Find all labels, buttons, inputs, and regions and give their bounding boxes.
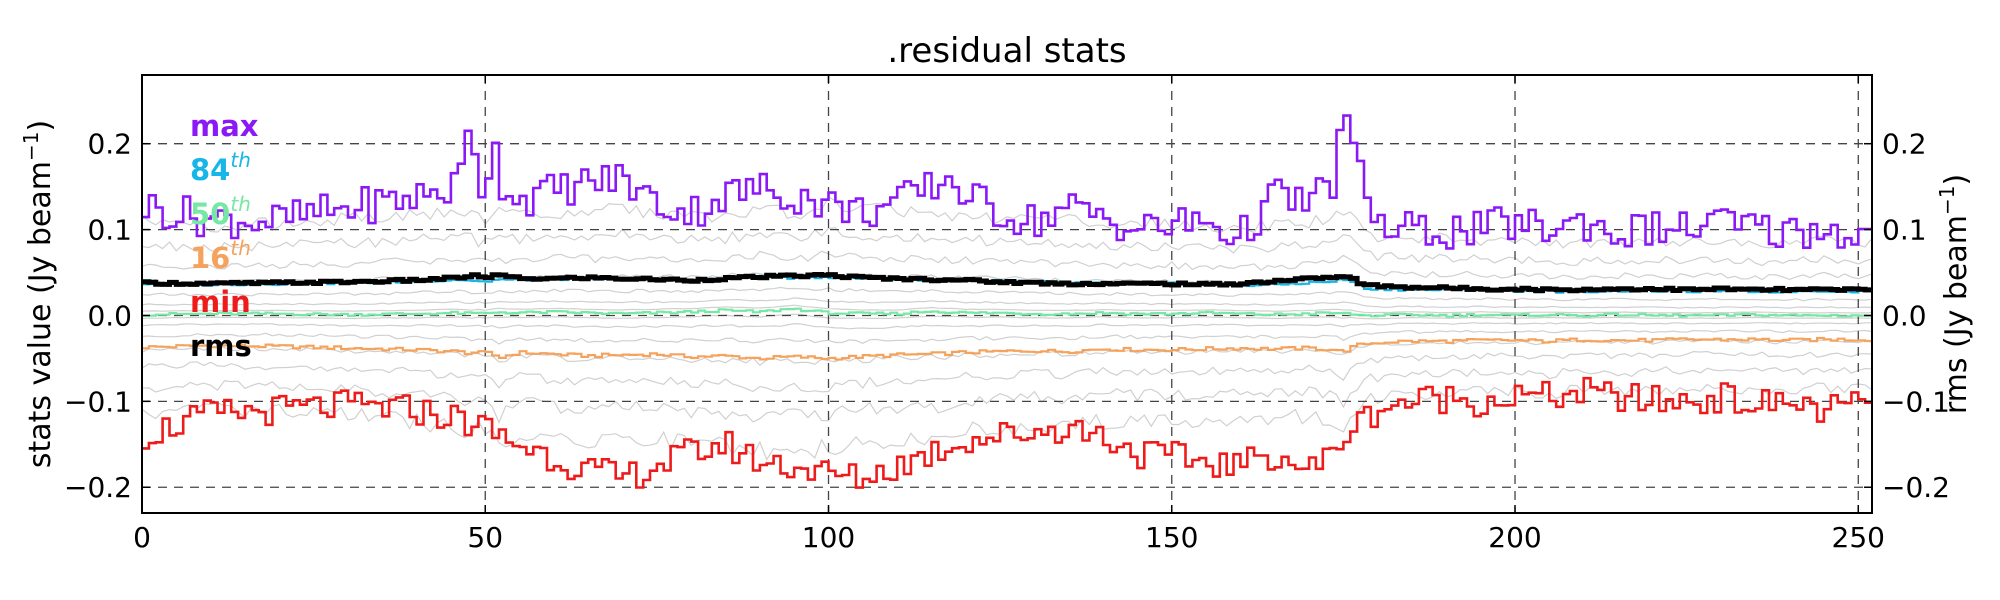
legend: max 84th 50th 16th min rms (190, 109, 259, 363)
y-axis-ticks: −0.2 −0.1 0.0 0.1 0.2 (64, 128, 150, 504)
y-tick-label: −0.2 (64, 471, 132, 504)
y-right-tick-label: 0.0 (1882, 299, 1927, 332)
series-line-50th (142, 307, 1872, 318)
legend-entry-84: 84th (190, 148, 251, 187)
y-right-tick-label: 0.2 (1882, 128, 1927, 161)
y-tick-label: −0.1 (64, 385, 132, 418)
grey-trace (142, 350, 1872, 393)
grey-trace (142, 297, 1872, 309)
y-tick-label: 0.0 (87, 299, 132, 332)
y-right-tick-label: 0.1 (1882, 214, 1927, 247)
y-right-tick-label: −0.1 (1882, 385, 1950, 418)
legend-entry-50: 50th (190, 192, 251, 231)
x-tick-label: 100 (802, 521, 855, 554)
legend-entry-min: min (190, 285, 251, 319)
grey-trace (142, 286, 1872, 302)
x-tick-label: 150 (1145, 521, 1198, 554)
grey-trace (142, 304, 1872, 314)
y-tick-label: 0.1 (87, 214, 132, 247)
grey-trace (142, 339, 1872, 367)
grey-trace (142, 227, 1872, 267)
x-tick-label: 0 (133, 521, 151, 554)
grey-trace (142, 322, 1872, 330)
series-line-rms (142, 272, 1872, 294)
plot-frame (141, 74, 1873, 514)
x-axis-ticks: 0 50 100 150 200 250 (133, 75, 1885, 554)
y-axis-label: stats value (Jy beam−1) (19, 120, 58, 468)
y-tick-label: 0.2 (87, 128, 132, 161)
grey-trace (142, 366, 1872, 425)
series-line-max (142, 114, 1872, 250)
x-tick-label: 200 (1488, 521, 1541, 554)
grey-trace (142, 313, 1872, 320)
chart-title: .residual stats (887, 31, 1126, 71)
x-tick-label: 50 (467, 521, 503, 554)
series-line-min (142, 376, 1872, 489)
series-line-16th (142, 336, 1872, 361)
y-right-axis-ticks: −0.2 −0.1 0.0 0.1 0.2 (1864, 128, 1950, 504)
grey-trace (142, 250, 1872, 281)
y-right-tick-label: −0.2 (1882, 471, 1950, 504)
grey-trace (142, 329, 1872, 345)
series-lines (142, 114, 1872, 489)
legend-entry-rms: rms (190, 329, 252, 363)
legend-entry-max: max (190, 109, 259, 143)
x-tick-label: 250 (1832, 521, 1885, 554)
legend-entry-16: 16th (190, 236, 251, 275)
y-right-axis-label: rms (Jy beam−1) (1935, 174, 1974, 414)
